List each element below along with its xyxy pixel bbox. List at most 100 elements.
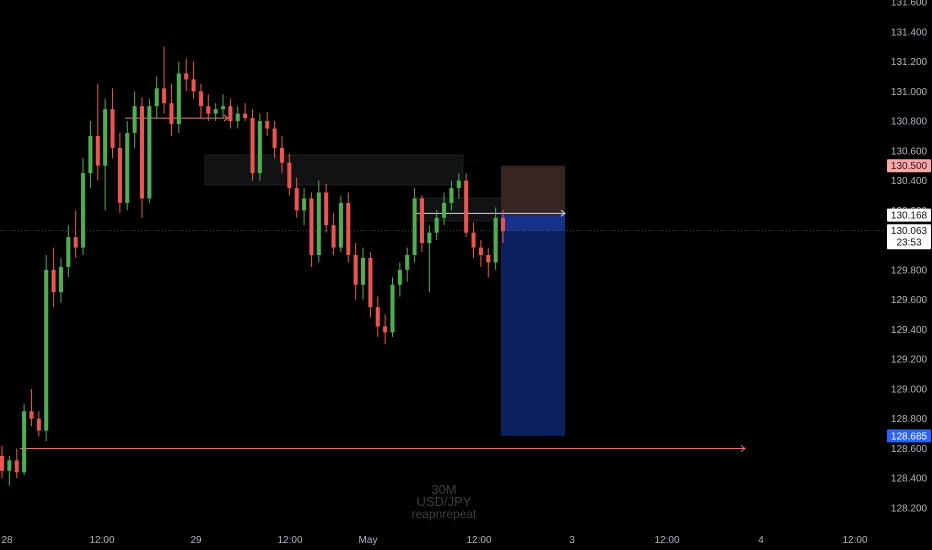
y-tick-label: 131.400 — [891, 27, 928, 38]
candle-body — [228, 106, 233, 122]
candles — [0, 46, 506, 486]
entry-price-tag: 130.168 — [887, 208, 931, 222]
supply-zone-lower[interactable] — [414, 197, 506, 222]
candle-body — [154, 88, 159, 107]
candle-body — [405, 255, 410, 270]
x-tick-label: 12:00 — [89, 535, 114, 546]
last-price-tag: 130.063 23:53 — [887, 224, 931, 250]
candle-body — [257, 121, 262, 174]
x-tick-label: 28 — [1, 535, 13, 546]
candle-body — [294, 188, 299, 211]
candle-body — [316, 192, 321, 255]
resistance-level-arrow-icon — [223, 114, 229, 122]
y-tick-label: 128.200 — [891, 504, 928, 515]
candle-body — [419, 198, 424, 244]
y-tick-label: 131.200 — [891, 57, 928, 68]
candle-body — [243, 113, 248, 119]
candle-body — [162, 88, 167, 104]
candle-body — [456, 180, 461, 189]
x-tick-label: 3 — [569, 535, 575, 546]
svg-text:128.685: 128.685 — [891, 431, 928, 442]
candle-body — [500, 217, 506, 232]
candle-body — [0, 455, 5, 471]
short-position-reward-zone[interactable] — [501, 215, 565, 436]
candle-body — [73, 237, 78, 248]
candle-body — [7, 460, 12, 471]
entry-level-arrow-icon — [560, 209, 566, 217]
candle-body — [383, 326, 388, 333]
candle-body — [81, 173, 86, 248]
candle-body — [302, 198, 307, 211]
y-tick-label: 130.400 — [891, 176, 928, 187]
watermark-author: reapnrepeat — [412, 507, 477, 521]
y-tick-label: 129.800 — [891, 265, 928, 276]
x-tick-label: 12:00 — [277, 535, 302, 546]
candle-body — [272, 128, 277, 148]
candle-body — [58, 266, 63, 293]
y-tick-label: 128.400 — [891, 474, 928, 485]
candle-body — [132, 106, 137, 133]
y-tick-label: 130.800 — [891, 117, 928, 128]
candle-body — [176, 73, 181, 125]
candle-body — [486, 255, 491, 263]
y-tick-label: 129.200 — [891, 355, 928, 366]
candle-body — [331, 225, 336, 248]
candle-body — [346, 202, 351, 255]
candle-body — [375, 307, 380, 327]
x-axis-ticks: 28 12:00 29 12:00 May 12:00 3 12:00 4 12:00 — [1, 535, 868, 546]
candle-body — [471, 232, 476, 248]
candle-body — [427, 232, 432, 244]
candle-body — [338, 202, 343, 248]
x-tick-label: May — [359, 535, 378, 546]
candle-body — [22, 411, 27, 473]
candle-body — [139, 106, 145, 199]
candle-body — [434, 217, 439, 233]
y-tick-label: 129.600 — [891, 295, 928, 306]
candle-body — [390, 284, 395, 333]
candle-body — [250, 118, 255, 174]
candle-body — [478, 247, 483, 255]
target-price-tag: 128.685 — [887, 429, 931, 443]
watermark-symbol: USD/JPY — [417, 494, 472, 509]
candle-body — [125, 132, 130, 203]
supply-zone-upper[interactable] — [204, 154, 464, 186]
support-level-arrow-icon — [740, 445, 746, 452]
candle-body — [198, 91, 203, 107]
candle-body — [213, 109, 218, 114]
y-tick-label: 129.000 — [891, 384, 928, 395]
candle-body — [110, 109, 115, 148]
x-tick-label: 29 — [190, 535, 202, 546]
candle-body — [464, 180, 469, 233]
candle-body — [184, 73, 189, 80]
x-tick-label: 12:00 — [654, 535, 679, 546]
candle-body — [279, 147, 284, 163]
short-position-reward-current — [501, 215, 565, 231]
candle-body — [368, 257, 373, 308]
svg-text:130.500: 130.500 — [891, 161, 928, 172]
candle-body — [206, 106, 211, 114]
candle-body — [95, 135, 100, 166]
candle-body — [88, 135, 93, 174]
candle-body — [117, 147, 122, 203]
y-tick-label: 128.800 — [891, 414, 928, 425]
candle-body — [287, 162, 292, 189]
x-tick-label: 12:00 — [466, 535, 491, 546]
candle-body — [66, 237, 71, 267]
svg-text:130.168: 130.168 — [891, 211, 928, 222]
candle-body — [449, 188, 454, 203]
candle-body — [147, 106, 152, 199]
candle-body — [360, 257, 366, 285]
y-tick-label: 129.400 — [891, 325, 928, 336]
watermark-interval: 30M — [431, 482, 456, 497]
y-tick-label: 131.000 — [891, 87, 928, 98]
svg-text:130.063: 130.063 — [891, 226, 928, 237]
short-position-risk-zone[interactable] — [501, 165, 565, 216]
x-tick-label: 4 — [758, 535, 764, 546]
candle-body — [51, 269, 56, 293]
candle-body — [309, 198, 314, 255]
candle-body — [265, 121, 270, 129]
candle-body — [191, 79, 196, 92]
candle-body — [397, 269, 402, 285]
